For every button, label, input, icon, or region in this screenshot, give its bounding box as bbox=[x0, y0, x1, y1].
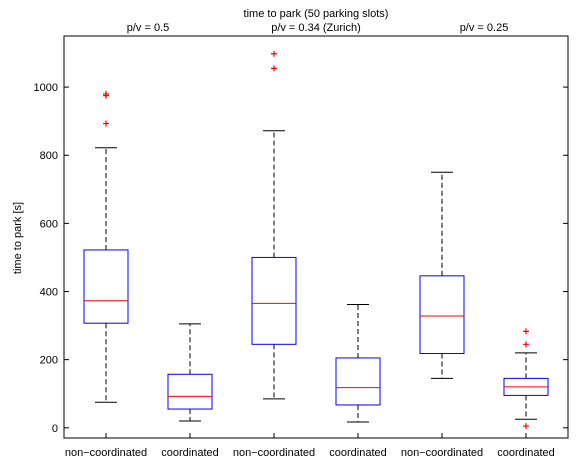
x-tick-label: coordinated bbox=[329, 447, 387, 459]
plot-area bbox=[63, 35, 569, 439]
outlier-marker bbox=[523, 328, 529, 335]
group-label: p/v = 0.25 bbox=[460, 22, 509, 34]
box bbox=[167, 373, 213, 410]
x-tick-label: non−coordinated bbox=[233, 447, 315, 459]
outlier-marker bbox=[271, 50, 277, 57]
group-label: p/v = 0.34 (Zurich) bbox=[271, 22, 361, 34]
group-label: p/v = 0.5 bbox=[127, 22, 170, 34]
box bbox=[251, 256, 297, 345]
box-group bbox=[83, 50, 549, 438]
outlier-marker bbox=[523, 423, 529, 430]
x-axis-labels: non−coordinated coordinated non−coordinate… bbox=[65, 447, 555, 459]
y-tick-label: 200 bbox=[40, 355, 58, 367]
y-axis: 0 200 400 600 800 1000 bbox=[34, 82, 568, 435]
outlier-marker bbox=[103, 90, 109, 97]
box bbox=[335, 357, 381, 406]
y-tick-label: 400 bbox=[40, 287, 58, 299]
y-axis-label: time to park [s] bbox=[12, 202, 24, 274]
y-tick-label: 1000 bbox=[34, 82, 58, 94]
outlier-marker bbox=[271, 65, 277, 72]
x-tick-label: coordinated bbox=[161, 447, 219, 459]
chart-title: time to park (50 parking slots) bbox=[244, 8, 389, 20]
outlier-marker bbox=[523, 341, 529, 348]
group-labels: p/v = 0.5 p/v = 0.34 (Zurich) p/v = 0.25 bbox=[127, 22, 509, 34]
y-tick-label: 600 bbox=[40, 218, 58, 230]
y-tick-label: 800 bbox=[40, 150, 58, 162]
x-tick-label: non−coordinated bbox=[65, 447, 147, 459]
outlier-marker bbox=[103, 120, 109, 127]
x-tick-label: non−coordinated bbox=[401, 447, 483, 459]
box bbox=[419, 275, 465, 355]
y-tick-label: 0 bbox=[52, 423, 58, 435]
x-tick-label: coordinated bbox=[497, 447, 555, 459]
box bbox=[83, 249, 129, 324]
